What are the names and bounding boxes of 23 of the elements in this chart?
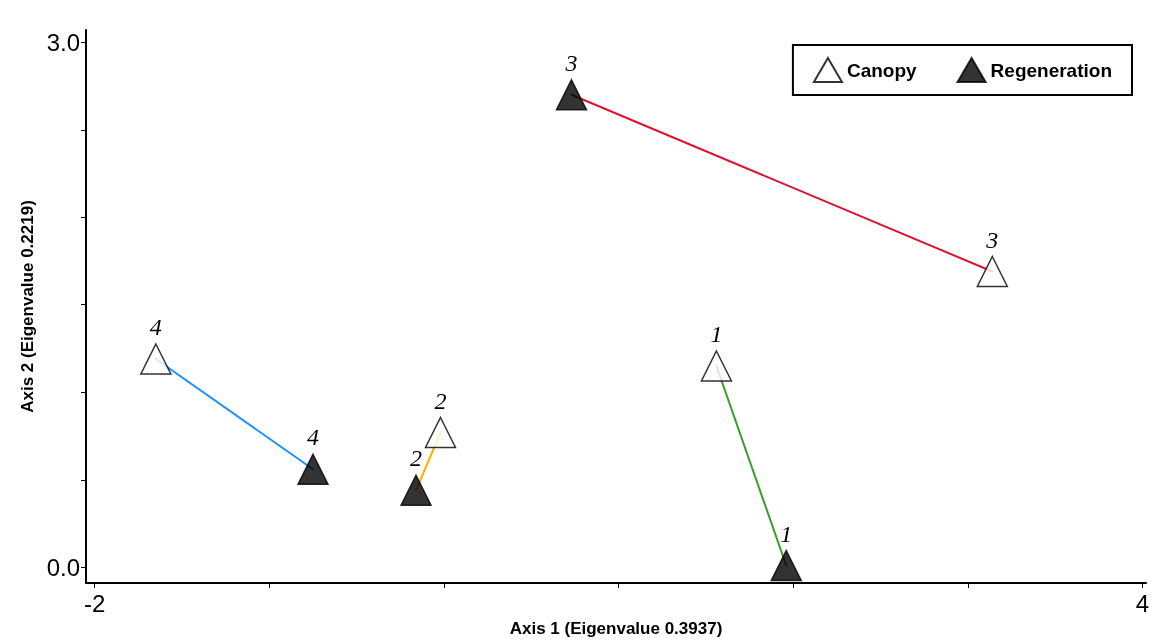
legend-label: Canopy — [846, 59, 918, 81]
annotation: 1 — [710, 321, 723, 347]
point — [700, 350, 733, 382]
y-tick-label: 0.0 — [46, 553, 80, 581]
point — [400, 474, 432, 506]
y-axis-title: Axis 2 (Eigenvalue 0.2219) — [17, 200, 37, 413]
point — [976, 255, 1009, 288]
annotation: 3 — [985, 226, 999, 253]
annotation: 2 — [410, 445, 423, 472]
x-tick-label: -2 — [84, 589, 106, 617]
annotation: 4 — [149, 314, 162, 340]
y-tick-label: 3.0 — [46, 28, 80, 56]
point — [297, 453, 329, 485]
annotation: 2 — [434, 387, 447, 414]
point — [140, 343, 172, 375]
point — [770, 549, 803, 582]
x-axis-title: Axis 1 (Eigenvalue 0.3937) — [509, 618, 723, 638]
annotation: 1 — [780, 520, 793, 547]
legend-label: Regeneration — [990, 59, 1113, 81]
point — [555, 79, 588, 111]
annotation: 4 — [307, 424, 320, 451]
point — [424, 416, 457, 449]
annotation: 3 — [564, 49, 578, 76]
